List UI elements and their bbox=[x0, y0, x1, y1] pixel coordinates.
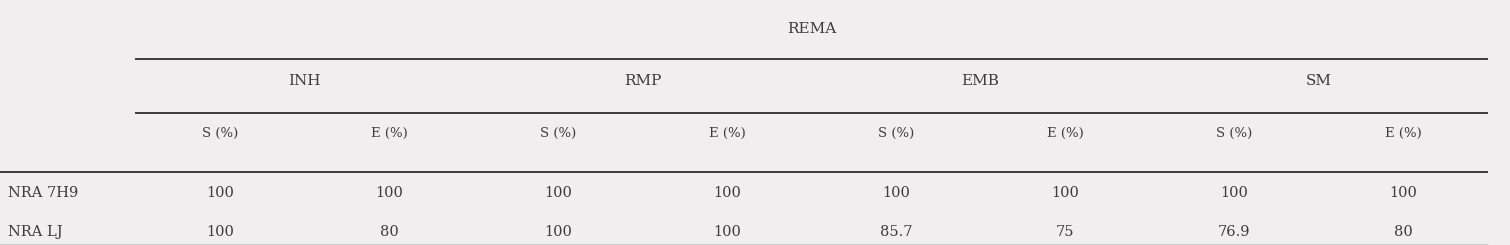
Text: NRA LJ: NRA LJ bbox=[8, 225, 62, 239]
Text: 80: 80 bbox=[381, 225, 399, 239]
Text: 100: 100 bbox=[1051, 186, 1080, 200]
Text: E (%): E (%) bbox=[371, 127, 408, 140]
Text: 85.7: 85.7 bbox=[880, 225, 912, 239]
Text: 100: 100 bbox=[713, 225, 741, 239]
Text: S (%): S (%) bbox=[202, 127, 239, 140]
Text: 100: 100 bbox=[376, 186, 403, 200]
Text: 100: 100 bbox=[544, 225, 572, 239]
Text: INH: INH bbox=[288, 74, 322, 87]
Text: E (%): E (%) bbox=[1046, 127, 1083, 140]
Text: 100: 100 bbox=[207, 186, 234, 200]
Text: S (%): S (%) bbox=[541, 127, 577, 140]
Text: S (%): S (%) bbox=[877, 127, 914, 140]
Text: RMP: RMP bbox=[624, 74, 661, 87]
Text: 75: 75 bbox=[1055, 225, 1074, 239]
Text: SM: SM bbox=[1306, 74, 1332, 87]
Text: E (%): E (%) bbox=[1385, 127, 1421, 140]
Text: 80: 80 bbox=[1394, 225, 1412, 239]
Text: NRA 7H9: NRA 7H9 bbox=[8, 186, 79, 200]
Text: 76.9: 76.9 bbox=[1217, 225, 1250, 239]
Text: 100: 100 bbox=[713, 186, 741, 200]
Text: E (%): E (%) bbox=[708, 127, 746, 140]
Text: EMB: EMB bbox=[962, 74, 1000, 87]
Text: 100: 100 bbox=[544, 186, 572, 200]
Text: 100: 100 bbox=[1220, 186, 1247, 200]
Text: 100: 100 bbox=[1389, 186, 1416, 200]
Text: 100: 100 bbox=[882, 186, 911, 200]
Text: REMA: REMA bbox=[787, 22, 837, 36]
Text: 100: 100 bbox=[207, 225, 234, 239]
Text: S (%): S (%) bbox=[1216, 127, 1252, 140]
